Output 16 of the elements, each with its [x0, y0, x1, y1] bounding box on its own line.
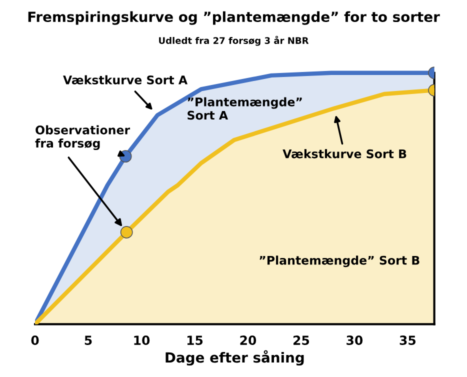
- annotation: ”Plantemængde” Sort B: [260, 256, 420, 268]
- chart-title: Fremspiringskurve og ”plantemængde” for to sorter: [28, 11, 440, 25]
- x-tick-label: 25: [294, 336, 310, 346]
- x-tick-label: 20: [240, 336, 256, 346]
- annotation: Observationer fra forsøg: [35, 125, 130, 150]
- x-tick-label: 10: [134, 336, 150, 346]
- chart-subtitle: Udledt fra 27 forsøg 3 år NBR: [159, 36, 309, 46]
- x-tick-label: 30: [346, 336, 363, 346]
- x-tick-label: 0: [31, 336, 39, 346]
- x-tick-label: 15: [187, 336, 203, 346]
- x-axis-title: Dage efter såning: [166, 350, 304, 366]
- annotation: Vækstkurve Sort A: [63, 75, 188, 84]
- x-tick-label: 5: [84, 336, 92, 346]
- annotation: ”Plantemængde” Sort A: [188, 97, 302, 120]
- annotation: Vækstkurve Sort B: [282, 149, 406, 158]
- x-tick-label: 35: [400, 336, 416, 346]
